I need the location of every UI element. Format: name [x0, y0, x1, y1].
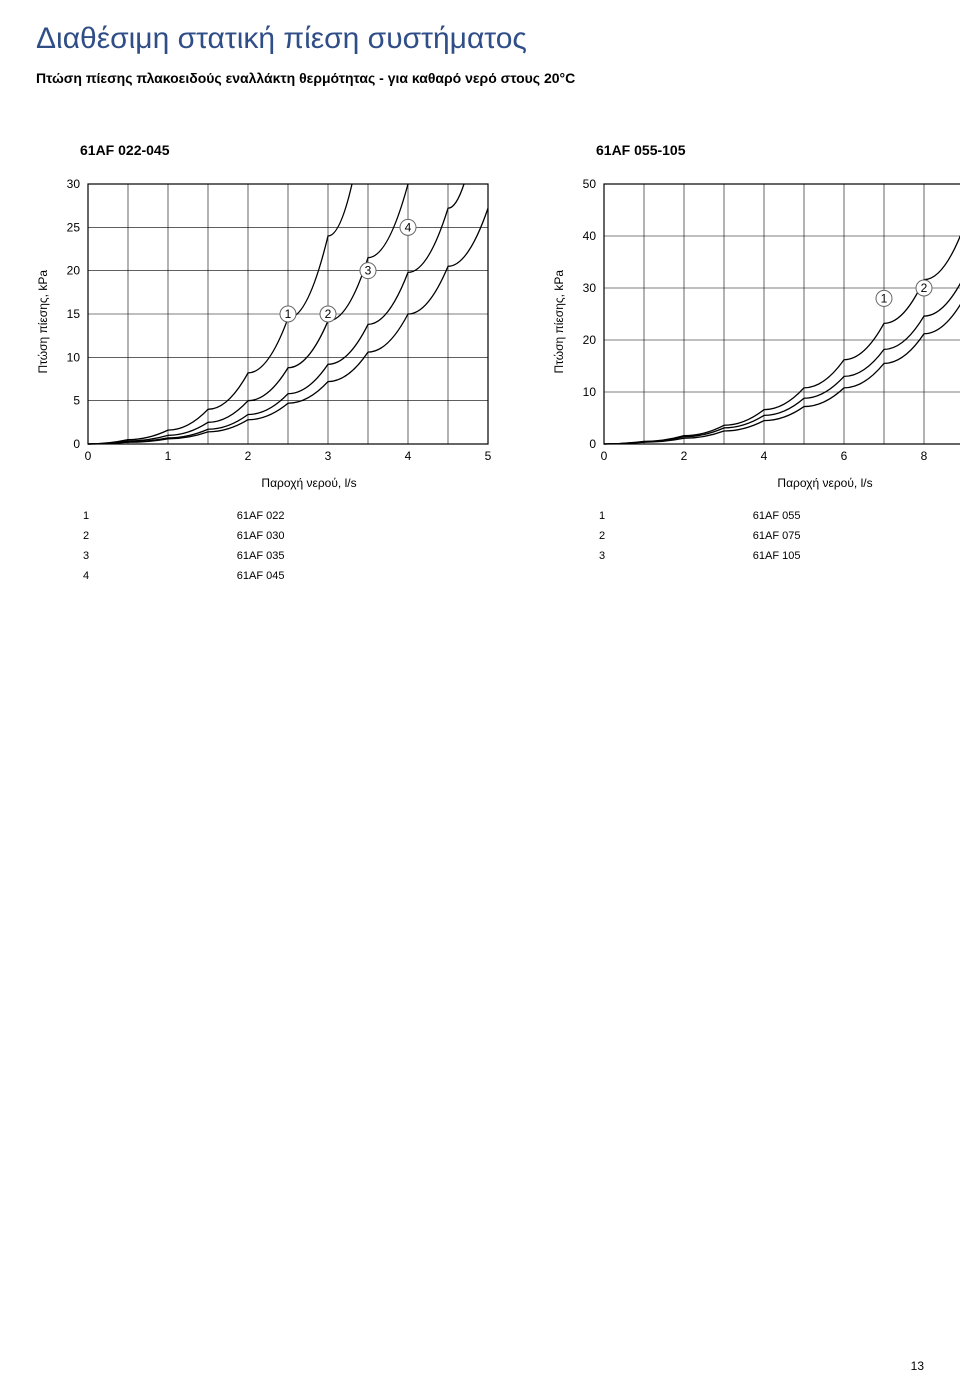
- chart-panel-b: 61AF 055-105 Πτώση πίεσης, kPa 0 2 4 6 8 10 0 1…: [552, 142, 960, 568]
- svg-text:4: 4: [761, 449, 768, 463]
- legend-row: 361AF 105: [598, 548, 960, 566]
- svg-text:3: 3: [365, 264, 372, 278]
- chart-b-wrap: Πτώση πίεσης, kPa 024681001020304050123: [552, 178, 960, 466]
- svg-text:30: 30: [67, 178, 81, 191]
- svg-text:10: 10: [67, 350, 81, 364]
- svg-text:1: 1: [165, 449, 172, 463]
- svg-text:2: 2: [921, 281, 928, 295]
- chart-a-wrap: Πτώση πίεσης, kPa 0 1 2 3 4 5 0 5 10 15 20 25 30 1 2 3 4: [36, 178, 538, 466]
- legend-num: 2: [598, 528, 750, 546]
- chart-a-svg: 0 1 2 3 4 5 0 5 10 15 20 25 30 1 2 3 4: [56, 178, 510, 466]
- legend-num: 3: [82, 548, 234, 566]
- legend-num: 1: [598, 508, 750, 526]
- legend-label: 61AF 045: [236, 568, 536, 586]
- charts-row: 61AF 022-045 Πτώση πίεσης, kPa 012345051…: [36, 142, 924, 588]
- svg-text:0: 0: [601, 449, 608, 463]
- svg-text:50: 50: [583, 178, 597, 191]
- svg-text:4: 4: [405, 449, 412, 463]
- chart-b-svg: 024681001020304050123: [572, 178, 960, 466]
- legend-label: 61AF 055: [752, 508, 960, 526]
- legend-label: 61AF 035: [236, 548, 536, 566]
- svg-text:0: 0: [73, 437, 80, 451]
- svg-text:20: 20: [583, 333, 597, 347]
- page-number: 13: [911, 1359, 924, 1373]
- svg-text:10: 10: [583, 385, 597, 399]
- legend-num: 4: [82, 568, 234, 586]
- legend-row: 361AF 035: [82, 548, 536, 566]
- svg-text:1: 1: [881, 291, 888, 305]
- svg-text:4: 4: [405, 220, 412, 234]
- svg-text:2: 2: [245, 449, 252, 463]
- svg-text:3: 3: [325, 449, 332, 463]
- svg-text:2: 2: [681, 449, 688, 463]
- legend-num: 3: [598, 548, 750, 566]
- svg-text:15: 15: [67, 307, 81, 321]
- svg-text:25: 25: [67, 220, 81, 234]
- chart-b-xlabel: Παροχή νερού, l/s: [596, 476, 960, 490]
- legend-num: 1: [82, 508, 234, 526]
- chart-a-title: 61AF 022-045: [80, 142, 538, 158]
- svg-text:0: 0: [85, 449, 92, 463]
- legend-row: 461AF 045: [82, 568, 536, 586]
- legend-row: 161AF 022: [82, 508, 536, 526]
- svg-text:5: 5: [73, 394, 80, 408]
- page-subheading: Πτώση πίεσης πλακοειδούς εναλλάκτη θερμό…: [36, 70, 924, 86]
- svg-text:8: 8: [921, 449, 928, 463]
- page-root: Διαθέσιμη στατική πίεση συστήματος Πτώση…: [0, 0, 960, 1391]
- legend-label: 61AF 075: [752, 528, 960, 546]
- chart-panel-a: 61AF 022-045 Πτώση πίεσης, kPa 0 1 2 3 4 5 0 5 1…: [36, 142, 538, 588]
- svg-text:2: 2: [325, 307, 332, 321]
- chart-a-legend: 161AF 022261AF 030361AF 035461AF 045: [80, 506, 538, 588]
- svg-text:1: 1: [285, 307, 292, 321]
- legend-label: 61AF 030: [236, 528, 536, 546]
- chart-a-xlabel: Παροχή νερού, l/s: [80, 476, 538, 490]
- svg-text:5: 5: [485, 449, 492, 463]
- chart-b-ylabel: Πτώση πίεσης, kPa: [552, 270, 566, 374]
- svg-text:40: 40: [583, 229, 597, 243]
- legend-row: 161AF 055: [598, 508, 960, 526]
- chart-b-title: 61AF 055-105: [596, 142, 960, 158]
- legend-row: 261AF 030: [82, 528, 536, 546]
- svg-text:6: 6: [841, 449, 848, 463]
- legend-label: 61AF 022: [236, 508, 536, 526]
- svg-text:30: 30: [583, 281, 597, 295]
- chart-b-legend: 161AF 055261AF 075361AF 105: [596, 506, 960, 568]
- svg-text:20: 20: [67, 264, 81, 278]
- chart-a-ylabel: Πτώση πίεσης, kPa: [36, 270, 50, 374]
- svg-text:0: 0: [589, 437, 596, 451]
- legend-label: 61AF 105: [752, 548, 960, 566]
- page-heading: Διαθέσιμη στατική πίεση συστήματος: [36, 22, 924, 56]
- legend-row: 261AF 075: [598, 528, 960, 546]
- legend-num: 2: [82, 528, 234, 546]
